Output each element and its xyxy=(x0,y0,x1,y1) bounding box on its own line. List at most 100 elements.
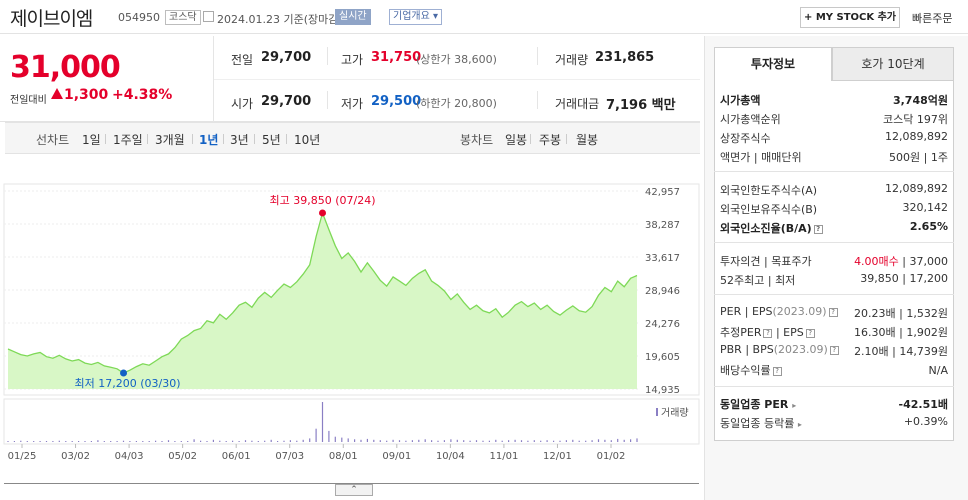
volume-bar xyxy=(585,440,587,442)
prev-close-label: 전일 xyxy=(231,53,254,67)
x-tick-label: 09/01 xyxy=(382,451,411,462)
tab-range-1y[interactable]: 1년 xyxy=(199,133,219,147)
volume-bar xyxy=(386,440,388,442)
high-value: 31,750 xyxy=(371,50,422,65)
volume-bar xyxy=(90,441,92,442)
stock-name: 제이브이엠 xyxy=(10,8,93,30)
volume-bar xyxy=(155,440,157,442)
foreign-hold-label: 외국인보유주식수(B) xyxy=(720,203,818,216)
prev-close-value: 29,700 xyxy=(261,50,312,65)
divider xyxy=(530,134,531,144)
est-per-eps-value: 16.30배 | 1,902원 xyxy=(854,326,948,339)
add-mystock-button[interactable]: + MY STOCK 추가 xyxy=(800,7,900,28)
volume-bar xyxy=(26,441,28,442)
y-tick-label: 24,276 xyxy=(645,319,680,330)
volume-bar xyxy=(200,440,202,442)
volume-bar xyxy=(636,438,638,442)
low-label: 저가 xyxy=(341,97,364,111)
tab-range-3y[interactable]: 3년 xyxy=(230,133,249,147)
high-label: 고가 xyxy=(341,53,364,67)
header-bar xyxy=(0,0,968,34)
sector-rate-label[interactable]: 동일업종 등락률 ▸ xyxy=(720,417,802,430)
help-icon[interactable]: ? xyxy=(772,366,782,376)
divider xyxy=(254,134,255,144)
tab-orderbook-10[interactable]: 호가 10단계 xyxy=(832,47,954,81)
volume-bar xyxy=(533,440,535,442)
chart-tab-row xyxy=(5,122,700,154)
par-unit-label: 액면가 | 매매단위 xyxy=(720,151,802,164)
tab-candle-monthly[interactable]: 월봉 xyxy=(576,133,599,147)
per-eps-value: 20.23배 | 1,532원 xyxy=(854,307,948,320)
volume-bar xyxy=(78,441,80,442)
realtime-button[interactable]: 실시간 xyxy=(335,9,371,25)
y-tick-label: 28,946 xyxy=(645,286,680,297)
change-label: 전일대비 xyxy=(10,95,47,106)
open-value: 29,700 xyxy=(261,94,312,109)
volume-bar xyxy=(58,440,60,442)
volume-bar xyxy=(334,436,336,442)
help-icon[interactable]: ? xyxy=(805,328,815,338)
tab-range-3m[interactable]: 3개월 xyxy=(155,133,185,147)
volume-bar xyxy=(546,440,548,442)
tab-range-10y[interactable]: 10년 xyxy=(294,133,321,147)
help-icon[interactable]: ? xyxy=(828,307,838,317)
tab-invest-info[interactable]: 투자정보 xyxy=(714,47,832,81)
divider xyxy=(192,134,193,144)
volume-bar xyxy=(617,438,619,442)
volume-bar xyxy=(315,428,317,442)
per-eps-label: PER | EPS(2023.09)? xyxy=(720,305,838,318)
tab-candle-daily[interactable]: 일봉 xyxy=(505,133,528,147)
y-tick-label: 14,935 xyxy=(645,385,680,396)
est-per-eps-label: 추정PER? | EPS? xyxy=(720,324,815,340)
chart-collapse-button[interactable]: ⌃ xyxy=(335,484,373,496)
volume-bar xyxy=(13,441,15,442)
volume-bar xyxy=(283,440,285,442)
pbr-bps-value: 2.10배 | 14,739원 xyxy=(854,345,948,358)
volume-bar xyxy=(597,439,600,442)
volume-bar xyxy=(431,440,433,442)
volume-bar xyxy=(257,441,259,442)
market-cap-label: 시가총액 xyxy=(720,94,761,107)
volume-bar xyxy=(379,440,381,442)
sector-rate-value: +0.39% xyxy=(903,415,948,428)
volume-bar xyxy=(514,439,516,442)
tab-range-5y[interactable]: 5년 xyxy=(262,133,281,147)
divider xyxy=(714,242,954,243)
current-price: 31,000 xyxy=(10,50,121,85)
tab-candle-weekly[interactable]: 주봉 xyxy=(539,133,562,147)
volume-bar xyxy=(341,437,343,442)
volume-bar xyxy=(39,441,41,442)
foreign-limit-value: 12,089,892 xyxy=(885,182,948,195)
chevron-up-icon: ⌃ xyxy=(350,485,358,495)
divider xyxy=(537,91,538,109)
volume-bar xyxy=(373,439,375,442)
corp-info-dropdown[interactable]: 기업개요 ▾ xyxy=(389,9,443,25)
volume-bar xyxy=(527,440,529,442)
volume-label: 거래량 xyxy=(555,53,589,67)
volume-bar xyxy=(623,439,625,442)
divider xyxy=(714,171,954,172)
amount-label: 거래대금 xyxy=(555,97,600,111)
volume-bar xyxy=(289,440,291,442)
change-percent: +4.38% xyxy=(112,87,173,103)
quick-order-button[interactable]: 빠른주문 xyxy=(912,12,953,25)
volume-bar xyxy=(495,439,497,442)
volume-bar xyxy=(52,441,54,442)
tab-range-1w[interactable]: 1주일 xyxy=(113,133,143,147)
divider xyxy=(327,47,328,65)
divider xyxy=(714,294,954,295)
sector-per-label[interactable]: 동일업종 PER ▸ xyxy=(720,398,797,411)
help-icon[interactable]: ? xyxy=(763,328,773,338)
tab-range-1d[interactable]: 1일 xyxy=(82,133,101,147)
volume-bar xyxy=(65,441,67,442)
volume-bar xyxy=(405,440,407,442)
quote-date: 2024.01.23 기준(장마감) xyxy=(217,13,343,26)
price-chart: 42,957 38,287 33,617 28,946 24,276 19,605 14,9… xyxy=(3,183,700,484)
x-tick-label: 12/01 xyxy=(543,451,572,462)
change-amount: 1,300 xyxy=(64,87,109,103)
volume-bar xyxy=(610,440,612,442)
help-icon[interactable]: ? xyxy=(829,345,839,355)
help-icon[interactable]: ? xyxy=(813,224,823,234)
shares-value: 12,089,892 xyxy=(885,130,948,143)
volume-bar xyxy=(225,441,227,442)
